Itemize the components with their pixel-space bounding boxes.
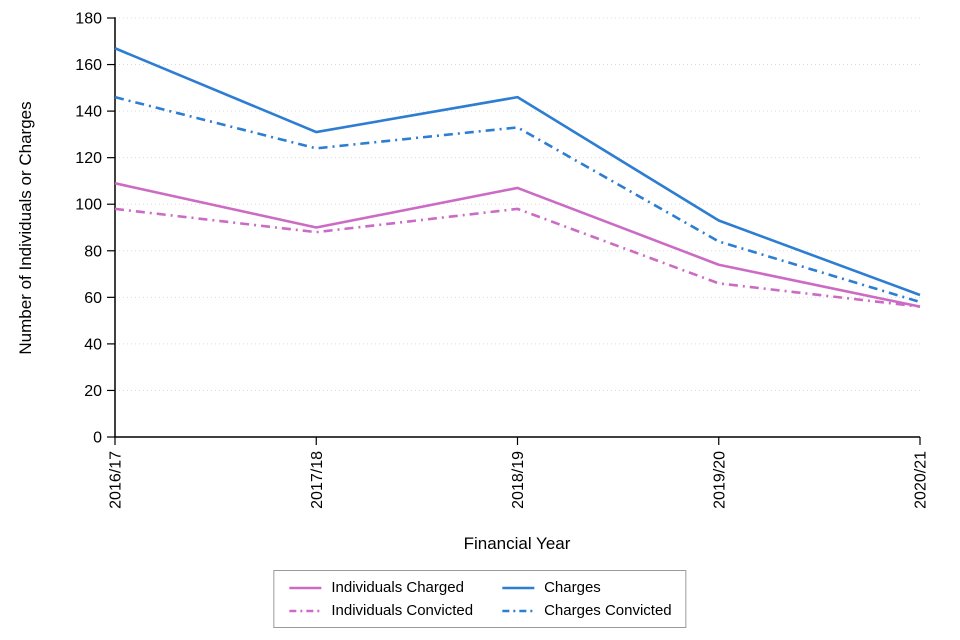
x-tick-label: 2016/17 bbox=[108, 451, 125, 509]
y-tick-label: 100 bbox=[75, 197, 102, 214]
chart-plot: 0 20 40 60 80 100 120 140 160 180 2016/17 2017/18 20… bbox=[16, 11, 930, 554]
y-tick-label: 160 bbox=[75, 57, 102, 74]
y-tick-label: 0 bbox=[93, 430, 102, 447]
legend-label: Individuals Convicted bbox=[331, 602, 474, 619]
legend-item: Individuals Charged bbox=[288, 579, 473, 596]
y-tick-label: 180 bbox=[75, 11, 102, 28]
y-tick-label: 140 bbox=[75, 104, 102, 121]
chart-series-layer: 0 20 40 60 80 100 120 140 160 180 2016/17 2017/18 20… bbox=[75, 11, 929, 509]
legend-line-sample bbox=[289, 586, 322, 589]
y-tick-label: 40 bbox=[84, 336, 102, 353]
series-line bbox=[114, 182, 921, 308]
legend-line-sample bbox=[502, 609, 535, 612]
series-line bbox=[114, 207, 921, 308]
series-line bbox=[114, 47, 921, 297]
x-tick-label: 2019/20 bbox=[711, 451, 728, 509]
legend-label: Charges bbox=[544, 579, 601, 596]
series-line bbox=[114, 95, 921, 304]
y-tick-label: 80 bbox=[84, 243, 102, 260]
legend-line-sample bbox=[502, 586, 535, 589]
x-tick-label: 2018/19 bbox=[510, 451, 527, 509]
x-tick-label: 2017/18 bbox=[309, 451, 326, 509]
legend-line-sample bbox=[289, 609, 322, 612]
legend-label: Charges Convicted bbox=[544, 602, 672, 619]
y-axis-title: Number of Individuals or Charges bbox=[16, 101, 35, 354]
x-tick-label: 2020/21 bbox=[913, 451, 930, 509]
legend-item: Charges Convicted bbox=[501, 602, 672, 619]
x-axis-title: Financial Year bbox=[464, 534, 571, 553]
y-tick-label: 20 bbox=[84, 383, 102, 400]
chart-legend: Individuals Charged Individuals Convicted… bbox=[273, 570, 687, 628]
legend-item: Individuals Convicted bbox=[288, 602, 473, 619]
y-tick-label: 60 bbox=[84, 290, 102, 307]
y-tick-label: 120 bbox=[75, 150, 102, 167]
legend-item: Charges bbox=[501, 579, 672, 596]
legend-label: Individuals Charged bbox=[331, 579, 464, 596]
